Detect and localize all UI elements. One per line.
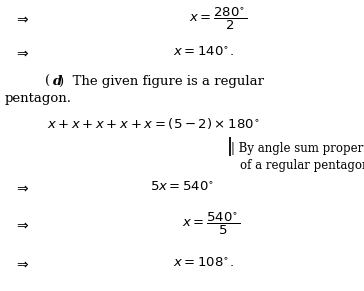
Text: d: d: [53, 75, 62, 88]
Text: $\Rightarrow$: $\Rightarrow$: [14, 181, 29, 195]
Text: pentagon.: pentagon.: [5, 93, 72, 105]
Text: (: (: [46, 75, 51, 88]
Text: $\Rightarrow$: $\Rightarrow$: [14, 256, 29, 270]
Text: $x = 108^{\circ}.$: $x = 108^{\circ}.$: [174, 257, 234, 270]
Text: | By angle sum property: | By angle sum property: [231, 142, 364, 155]
Text: )  The given figure is a regular: ) The given figure is a regular: [59, 75, 264, 88]
Text: of a regular pentagon: of a regular pentagon: [240, 159, 364, 172]
Text: $\Rightarrow$: $\Rightarrow$: [14, 45, 29, 59]
Text: $5x = 540^{\circ}$: $5x = 540^{\circ}$: [150, 181, 214, 194]
Text: $\Rightarrow$: $\Rightarrow$: [14, 217, 29, 231]
Text: $\Rightarrow$: $\Rightarrow$: [14, 12, 29, 26]
Text: $x + x + x + x + x = (5 - 2) \times 180^{\circ}$: $x + x + x + x + x = (5 - 2) \times 180^…: [47, 116, 259, 131]
Text: $x = \dfrac{540^{\circ}}{5}$: $x = \dfrac{540^{\circ}}{5}$: [182, 211, 240, 237]
Text: $x = 140^{\circ}.$: $x = 140^{\circ}.$: [174, 46, 234, 59]
Text: $x = \dfrac{280^{\circ}}{2}$: $x = \dfrac{280^{\circ}}{2}$: [189, 6, 248, 32]
